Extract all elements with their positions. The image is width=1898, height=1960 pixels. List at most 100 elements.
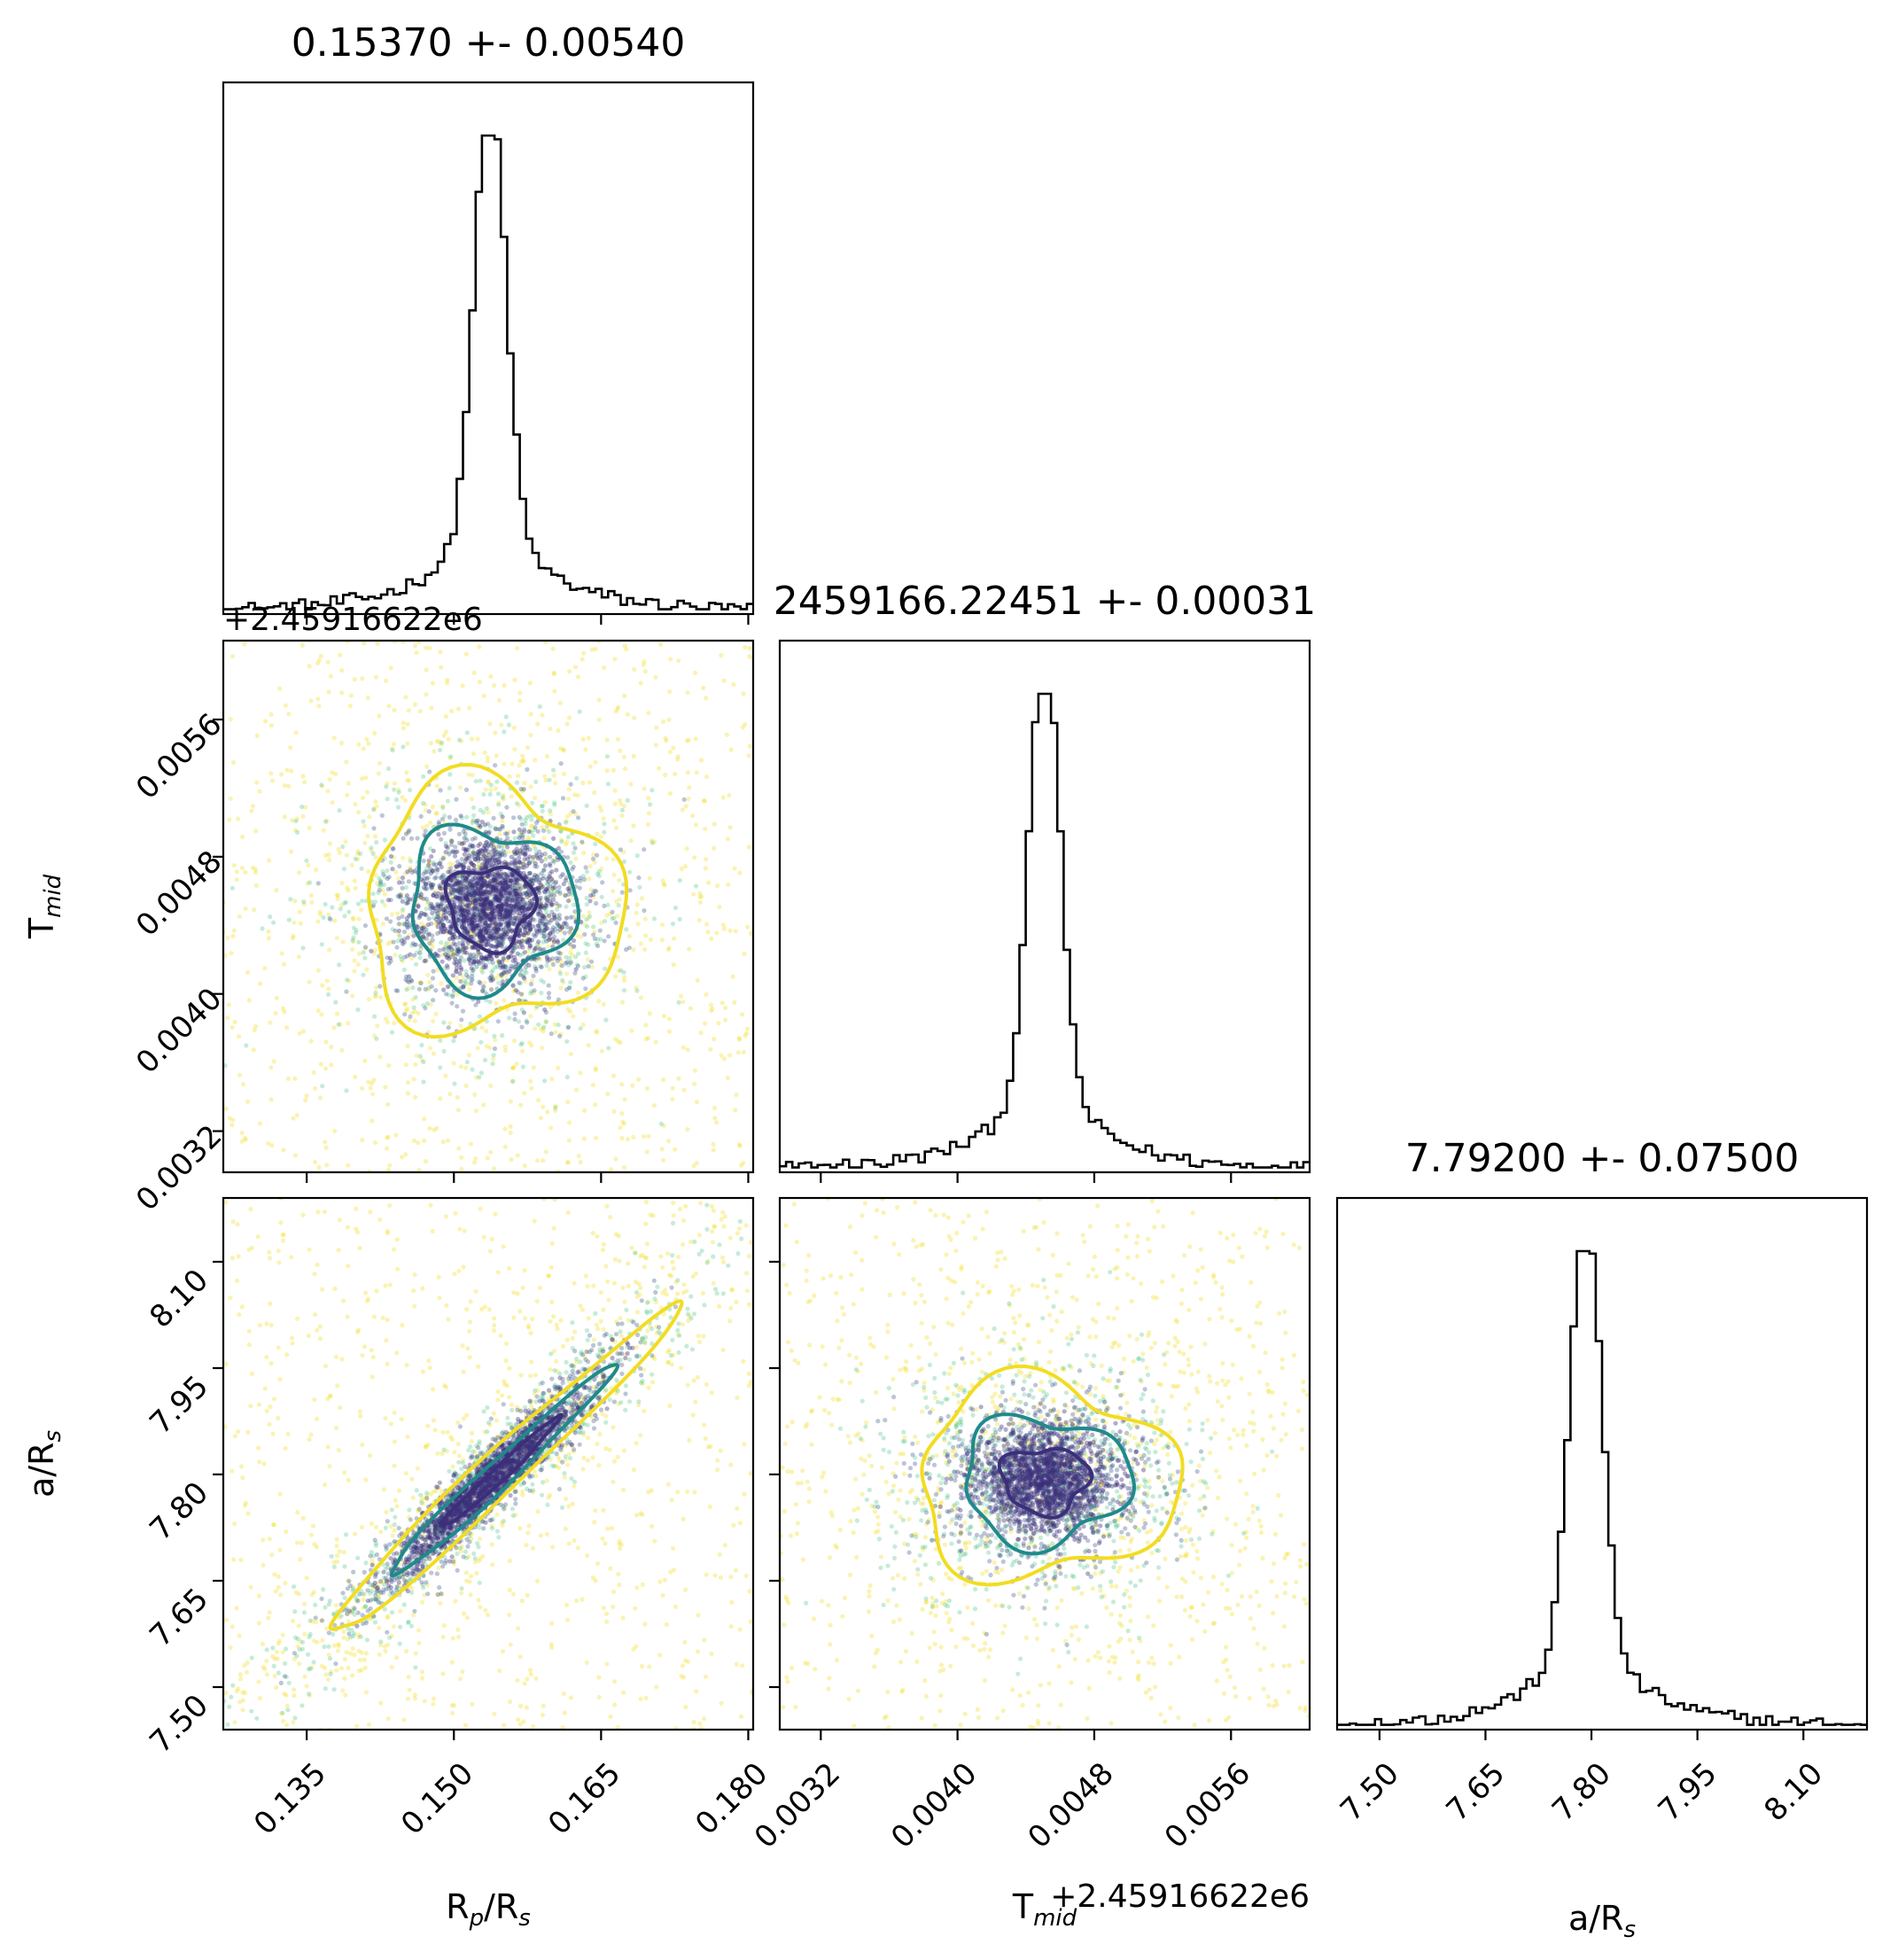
scatter-rp-tmid-point xyxy=(494,894,499,899)
scatter-rp-tmid-point xyxy=(712,845,717,851)
scatter-rp-tmid-point xyxy=(666,717,672,722)
scatter-rp-tmid-point xyxy=(370,806,377,812)
scatter-rp-tmid-point xyxy=(701,685,706,691)
panel-hist-tmid: 2459166.22451 +- 0.00031 xyxy=(774,579,1316,1183)
scatter-rp-tmid-point xyxy=(506,912,512,917)
scatter-rp-ars-point xyxy=(748,1619,753,1624)
scatter-rp-ars-point xyxy=(381,1487,387,1492)
scatter-rp-ars-point xyxy=(704,1382,710,1388)
scatter-rp-ars-point xyxy=(315,1327,320,1333)
scatter-rp-ars-point xyxy=(399,1544,404,1550)
scatter-rp-ars-point xyxy=(507,1587,513,1592)
scatter-rp-ars-point xyxy=(709,1390,714,1396)
scatter-rp-tmid-point xyxy=(493,922,498,928)
scatter-rp-tmid-point xyxy=(587,864,593,869)
scatter-rp-tmid-point xyxy=(517,803,522,808)
scatter-rp-tmid-point xyxy=(766,977,770,982)
scatter-rp-ars-point xyxy=(420,1286,425,1291)
scatter-rp-tmid-point xyxy=(400,909,405,914)
scatter-rp-tmid-point xyxy=(629,1028,634,1033)
scatter-rp-tmid-point xyxy=(527,902,533,907)
scatter-rp-ars-point xyxy=(257,1323,263,1328)
scatter-rp-ars-point xyxy=(548,1318,553,1324)
scatter-rp-tmid-point xyxy=(460,924,465,929)
scatter-rp-tmid-point xyxy=(463,856,470,861)
scatter-rp-ars-point xyxy=(272,1673,277,1679)
scatter-rp-tmid-point xyxy=(502,884,507,890)
scatter-rp-tmid-point xyxy=(593,842,598,847)
scatter-rp-ars-point xyxy=(257,1459,262,1465)
scatter-rp-tmid-point xyxy=(440,856,446,861)
scatter-rp-tmid-point xyxy=(455,1004,460,1009)
scatter-rp-tmid-point xyxy=(546,932,551,938)
scatter-rp-tmid-point xyxy=(410,997,416,1002)
scatter-rp-tmid-point xyxy=(651,1103,657,1108)
scatter-rp-ars-point xyxy=(528,1373,533,1379)
scatter-rp-tmid-point xyxy=(454,864,459,869)
scatter-rp-tmid-point xyxy=(519,938,525,944)
scatter-rp-tmid-point xyxy=(495,1019,501,1024)
scatter-rp-tmid-point xyxy=(516,907,522,913)
scatter-rp-tmid-point xyxy=(419,925,424,931)
scatter-rp-tmid-point xyxy=(502,887,508,892)
scatter-rp-tmid-point xyxy=(515,910,520,915)
scatter-rp-tmid-point xyxy=(485,883,490,889)
scatter-rp-tmid-point xyxy=(396,789,401,795)
scatter-rp-tmid-point xyxy=(506,920,512,925)
scatter-rp-tmid-point xyxy=(426,862,432,867)
scatter-rp-tmid-point xyxy=(477,850,482,856)
scatter-rp-tmid-point xyxy=(442,952,448,957)
scatter-rp-tmid-point xyxy=(523,851,528,856)
scatter-rp-tmid-point xyxy=(489,913,495,918)
scatter-rp-tmid-point xyxy=(413,994,418,1000)
scatter-rp-tmid-point xyxy=(618,748,623,754)
scatter-rp-tmid-point xyxy=(477,865,482,870)
scatter-rp-ars-point xyxy=(255,1234,261,1240)
scatter-rp-tmid-point xyxy=(398,893,403,898)
scatter-rp-tmid-point xyxy=(517,915,523,921)
scatter-rp-tmid-point xyxy=(360,898,365,904)
scatter-rp-tmid-point xyxy=(481,934,486,939)
scatter-rp-tmid-point xyxy=(362,923,368,929)
scatter-rp-tmid-point xyxy=(541,906,547,911)
scatter-rp-tmid-point xyxy=(499,872,504,878)
scatter-rp-tmid-point xyxy=(239,834,245,840)
scatter-rp-tmid-point xyxy=(503,906,509,912)
scatter-rp-tmid-point xyxy=(558,837,564,843)
scatter-rp-tmid-point xyxy=(502,1044,508,1049)
scatter-rp-tmid-point xyxy=(429,882,434,888)
scatter-rp-tmid-point xyxy=(478,866,484,871)
scatter-rp-tmid-point xyxy=(488,885,494,891)
scatter-rp-tmid-point xyxy=(352,878,357,883)
scatter-rp-ars-point xyxy=(495,1389,501,1395)
scatter-rp-tmid-point xyxy=(465,899,471,906)
scatter-rp-tmid-point xyxy=(494,850,499,855)
scatter-rp-tmid-point xyxy=(542,1078,548,1084)
scatter-rp-tmid-point xyxy=(556,727,561,734)
scatter-rp-tmid-point xyxy=(227,1116,232,1121)
scatter-rp-tmid-point xyxy=(458,886,463,891)
scatter-rp-ars-point xyxy=(378,1529,384,1535)
scatter-rp-tmid-point xyxy=(477,1075,482,1080)
scatter-rp-tmid-point xyxy=(517,848,524,853)
scatter-rp-ars-point xyxy=(620,1615,626,1621)
scatter-rp-tmid-point xyxy=(497,884,503,890)
scatter-rp-tmid-point xyxy=(508,891,513,896)
scatter-rp-tmid-point xyxy=(457,971,463,976)
scatter-rp-tmid-point xyxy=(442,926,448,931)
scatter-rp-tmid-point xyxy=(482,879,488,884)
scatter-rp-ars-point xyxy=(591,1337,597,1342)
scatter-rp-tmid-point xyxy=(479,894,485,899)
scatter-rp-ars-point xyxy=(231,1557,237,1562)
scatter-rp-tmid-point xyxy=(543,1019,549,1024)
scatter-rp-tmid-point xyxy=(436,914,441,920)
scatter-rp-tmid-point xyxy=(492,908,497,914)
scatter-rp-tmid-point xyxy=(469,926,474,931)
scatter-rp-tmid-point xyxy=(525,847,530,853)
scatter-rp-tmid-point xyxy=(517,827,522,832)
scatter-rp-ars-point xyxy=(298,1557,303,1562)
scatter-rp-tmid-point xyxy=(471,913,476,918)
scatter-rp-tmid-point xyxy=(517,884,522,890)
scatter-rp-tmid-point xyxy=(491,915,496,921)
scatter-rp-tmid-point xyxy=(457,863,463,868)
